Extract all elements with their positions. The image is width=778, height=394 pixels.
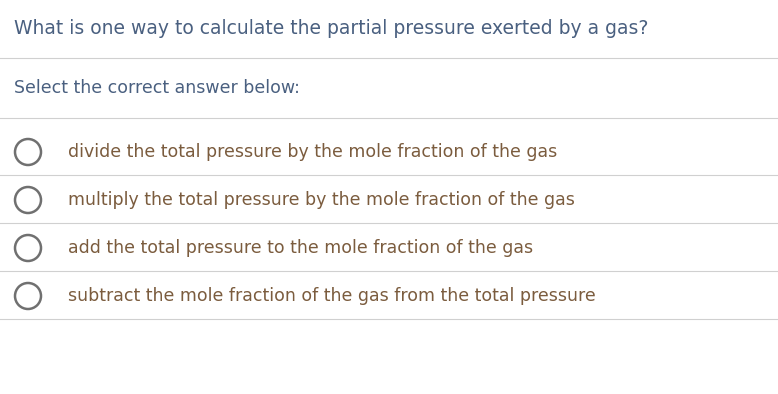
Text: What is one way to calculate the partial pressure exerted by a gas?: What is one way to calculate the partial…	[14, 19, 648, 37]
Text: Select the correct answer below:: Select the correct answer below:	[14, 79, 300, 97]
Text: add the total pressure to the mole fraction of the gas: add the total pressure to the mole fract…	[68, 239, 533, 257]
Text: subtract the mole fraction of the gas from the total pressure: subtract the mole fraction of the gas fr…	[68, 287, 596, 305]
Text: divide the total pressure by the mole fraction of the gas: divide the total pressure by the mole fr…	[68, 143, 557, 161]
Text: multiply the total pressure by the mole fraction of the gas: multiply the total pressure by the mole …	[68, 191, 575, 209]
